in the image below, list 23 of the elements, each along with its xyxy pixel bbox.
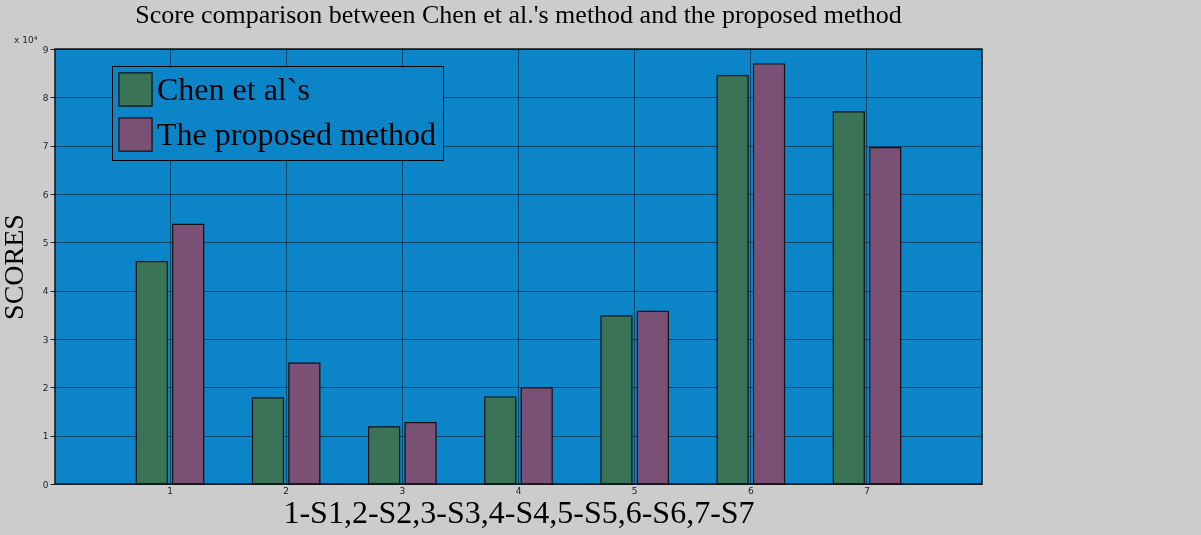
x-tick-label: 1 bbox=[167, 485, 173, 496]
x-tick-label: 6 bbox=[747, 485, 754, 496]
x-tick-label: 7 bbox=[864, 485, 870, 496]
y-axis-title: SCORES bbox=[0, 214, 29, 320]
x-tick-label: 2 bbox=[283, 485, 290, 496]
x-tick-label: 5 bbox=[631, 485, 638, 496]
y-tick-label: 7 bbox=[42, 141, 49, 152]
x-tick-label: 3 bbox=[399, 485, 406, 496]
y-tick-label: 1 bbox=[42, 431, 49, 442]
y-tick-label: 5 bbox=[42, 237, 49, 248]
legend-label: The proposed method bbox=[157, 115, 437, 152]
text: x 10⁴ bbox=[14, 35, 38, 45]
x-axis-title: 1-S1,2-S2,3-S3,4-S4,5-S5,6-S6,7-S7 bbox=[283, 493, 755, 530]
y-tick-label: 6 bbox=[42, 189, 49, 200]
y-tick-label: 3 bbox=[42, 334, 49, 345]
y-tick-label: 8 bbox=[42, 92, 49, 103]
y-tick-label: 0 bbox=[42, 479, 49, 490]
y-tick-label: 4 bbox=[42, 286, 49, 297]
y-tick-label: 9 bbox=[42, 44, 49, 55]
chart-title: Score comparison between Chen et al.'s method and the proposed method bbox=[135, 0, 902, 29]
x-tick-label: 4 bbox=[515, 485, 522, 496]
y-tick-label: 2 bbox=[42, 382, 49, 393]
legend-label: Chen et al`s bbox=[157, 70, 310, 107]
